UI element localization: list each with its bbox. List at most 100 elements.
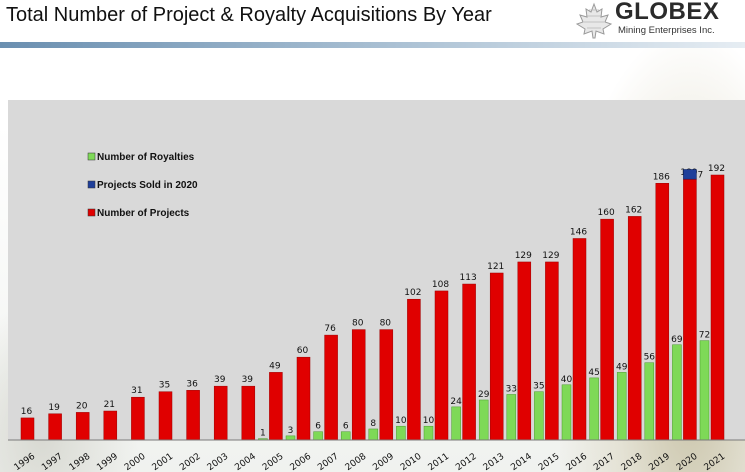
royalty-bar-2011 <box>423 425 434 441</box>
header-rule <box>0 42 745 48</box>
project-bar-1998 <box>75 412 90 441</box>
royalty-label-2020: 69 <box>671 335 683 345</box>
sold-bar-2020 <box>683 169 697 180</box>
sold-label-2020: 7 <box>698 170 704 180</box>
project-bar-2004 <box>241 385 256 441</box>
royalty-label-2007: 6 <box>315 422 321 432</box>
royalty-label-2015: 35 <box>533 382 544 392</box>
royalty-bar-2012 <box>451 406 461 441</box>
project-label-1997: 19 <box>48 403 60 413</box>
project-label-2018: 162 <box>625 205 642 215</box>
legend-label-sold: Projects Sold in 2020 <box>97 180 198 191</box>
royalty-label-2010: 10 <box>395 416 407 426</box>
x-tick-2019: 2019 <box>647 452 672 472</box>
royalty-label-2006: 3 <box>288 426 294 436</box>
royalty-bar-2017 <box>589 377 599 441</box>
royalty-bar-2006 <box>285 435 296 441</box>
royalty-label-2021: 72 <box>699 331 710 341</box>
x-tick-1998: 1998 <box>68 452 93 472</box>
project-label-1998: 20 <box>76 401 88 411</box>
project-label-2013: 121 <box>487 262 504 272</box>
legend: Number of Royalties Projects Sold in 202… <box>87 152 198 219</box>
project-label-2015: 129 <box>542 251 559 261</box>
legend-label-projects: Number of Projects <box>97 208 190 219</box>
logo-name: GLOBEX <box>615 0 720 25</box>
royalty-bar-2018 <box>616 372 627 441</box>
project-bar-1997 <box>48 413 62 441</box>
x-tick-2010: 2010 <box>399 452 424 472</box>
project-bar-2010 <box>407 298 421 441</box>
project-label-2003: 39 <box>214 375 226 385</box>
project-label-2010: 102 <box>404 288 421 298</box>
logo-subtitle: Mining Enterprises Inc. <box>618 25 715 36</box>
royalty-bar-2007 <box>313 431 323 441</box>
x-tick-2002: 2002 <box>178 452 202 472</box>
x-tick-2001: 2001 <box>151 452 175 472</box>
project-label-2001: 35 <box>159 381 170 391</box>
royalty-bar-2019 <box>644 362 655 441</box>
x-tick-2017: 2017 <box>592 452 616 472</box>
royalty-bar-2016 <box>561 384 572 441</box>
maple-leaf-icon <box>575 2 613 39</box>
project-bar-2020 <box>683 178 697 441</box>
x-tick-1996: 1996 <box>13 452 38 472</box>
project-label-2000: 31 <box>131 386 142 396</box>
x-tick-2020: 2020 <box>675 452 700 472</box>
project-bar-2005 <box>269 372 283 441</box>
project-label-1999: 21 <box>104 400 115 410</box>
project-label-2002: 36 <box>186 379 198 389</box>
x-tick-1997: 1997 <box>40 452 64 472</box>
page-title: Total Number of Project & Royalty Acquis… <box>6 4 492 26</box>
royalty-label-2018: 49 <box>616 362 628 372</box>
royalty-label-2012: 24 <box>450 397 462 407</box>
x-tick-2011: 2011 <box>427 452 451 472</box>
project-label-2006: 60 <box>297 346 309 356</box>
project-bar-2015 <box>545 261 559 441</box>
x-tick-1999: 1999 <box>95 452 120 472</box>
x-tick-2021: 2021 <box>703 452 727 472</box>
legend-swatch-royalties <box>87 152 96 161</box>
x-tick-2003: 2003 <box>206 452 230 472</box>
project-bar-2013 <box>489 272 504 441</box>
royalty-label-2017: 45 <box>588 368 599 378</box>
project-bar-2001 <box>158 391 173 441</box>
royalty-label-2014: 33 <box>506 384 517 394</box>
x-tick-2007: 2007 <box>316 452 340 472</box>
royalty-bar-2013 <box>478 399 489 441</box>
project-bar-2016 <box>572 238 587 441</box>
project-label-2005: 49 <box>269 361 281 371</box>
x-tick-2005: 2005 <box>261 452 285 472</box>
company-logo: GLOBEX Mining Enterprises Inc. <box>575 0 743 40</box>
project-bar-2007 <box>324 334 338 441</box>
project-bar-2009 <box>379 329 394 441</box>
project-label-2007: 76 <box>324 324 336 334</box>
project-bar-2008 <box>351 329 366 441</box>
project-label-2014: 129 <box>515 251 532 261</box>
royalty-bar-2010 <box>396 425 406 441</box>
project-bar-2018 <box>627 216 642 441</box>
royalty-bar-2009 <box>368 428 379 441</box>
legend-label-royalties: Number of Royalties <box>97 152 195 163</box>
legend-swatch-projects <box>87 208 96 217</box>
project-bar-2021 <box>710 174 725 441</box>
royalty-bar-2020 <box>672 344 682 441</box>
project-bar-2012 <box>462 283 476 441</box>
royalty-bar-2014 <box>506 394 517 441</box>
project-bar-2019 <box>655 183 670 441</box>
x-tick-labels: 1996 1997 1998 1999 2000 2001 2002 2003 2004 2005… <box>13 452 727 472</box>
x-tick-2008: 2008 <box>344 452 369 472</box>
legend-swatch-sold <box>87 180 96 189</box>
royalty-label-2019: 56 <box>644 353 656 363</box>
x-tick-2014: 2014 <box>509 452 534 472</box>
project-label-2017: 160 <box>598 208 615 218</box>
royalty-bar-2021 <box>699 340 710 441</box>
project-bar-2000 <box>131 396 145 441</box>
x-tick-2018: 2018 <box>620 452 645 472</box>
royalty-label-2016: 40 <box>561 375 573 385</box>
x-tick-2009: 2009 <box>371 452 396 472</box>
project-label-2012: 113 <box>460 273 477 283</box>
royalty-label-2008: 6 <box>343 422 349 432</box>
x-tick-2012: 2012 <box>454 452 478 472</box>
